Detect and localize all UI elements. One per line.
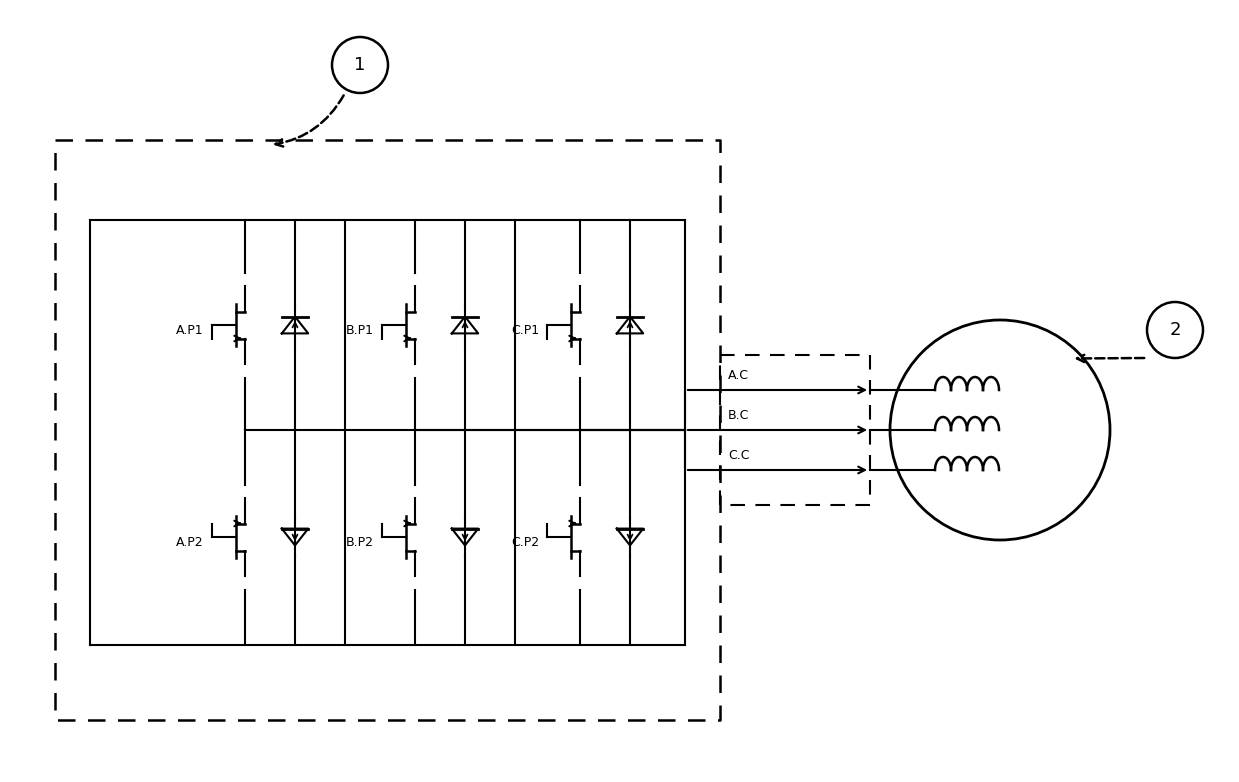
Text: 2: 2: [1170, 321, 1181, 339]
Text: B.C: B.C: [729, 409, 750, 422]
Text: 1: 1: [354, 56, 366, 74]
Text: B.P1: B.P1: [346, 324, 374, 336]
Text: A.C: A.C: [729, 369, 750, 382]
Text: C.P1: C.P1: [510, 324, 539, 336]
Text: B.P2: B.P2: [346, 536, 374, 548]
Text: C.P2: C.P2: [510, 536, 539, 548]
Text: A.P1: A.P1: [176, 324, 204, 336]
Text: A.P2: A.P2: [176, 536, 204, 548]
Text: C.C: C.C: [729, 449, 750, 462]
